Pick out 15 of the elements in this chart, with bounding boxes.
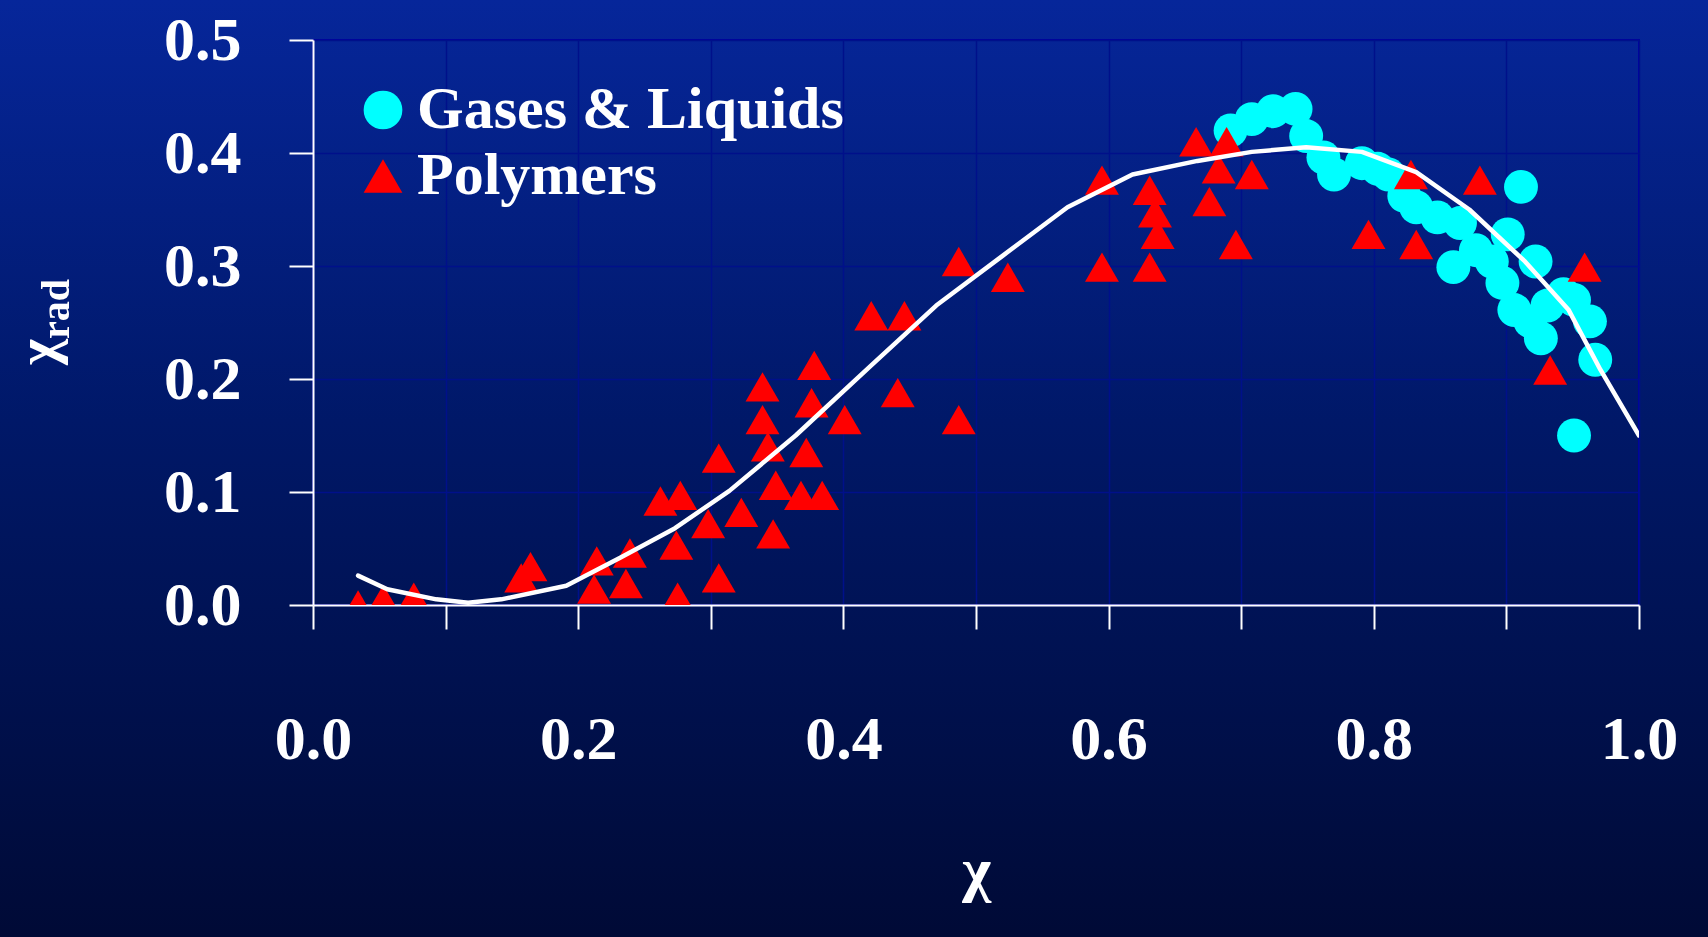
x-axis-title: χ [961, 834, 993, 903]
y-tick-label: 0.2 [164, 343, 242, 412]
y-tick-label: 0.3 [164, 230, 242, 299]
y-tick-label: 0.1 [164, 456, 242, 525]
x-tick-label: 0.8 [1335, 703, 1414, 772]
x-tick-label: 0.4 [805, 703, 883, 772]
legend-label: Polymers [417, 141, 657, 207]
y-tick-label: 0.5 [164, 4, 242, 73]
y-tick-label: 0.4 [164, 117, 242, 186]
x-tick-label: 1.0 [1600, 703, 1679, 772]
x-tick-label: 0.2 [539, 703, 618, 772]
x-tick-label: 0.6 [1070, 703, 1148, 772]
legend-label: Gases & Liquids [417, 75, 844, 141]
y-tick-label: 0.0 [164, 569, 242, 638]
x-tick-label: 0.0 [274, 703, 353, 772]
